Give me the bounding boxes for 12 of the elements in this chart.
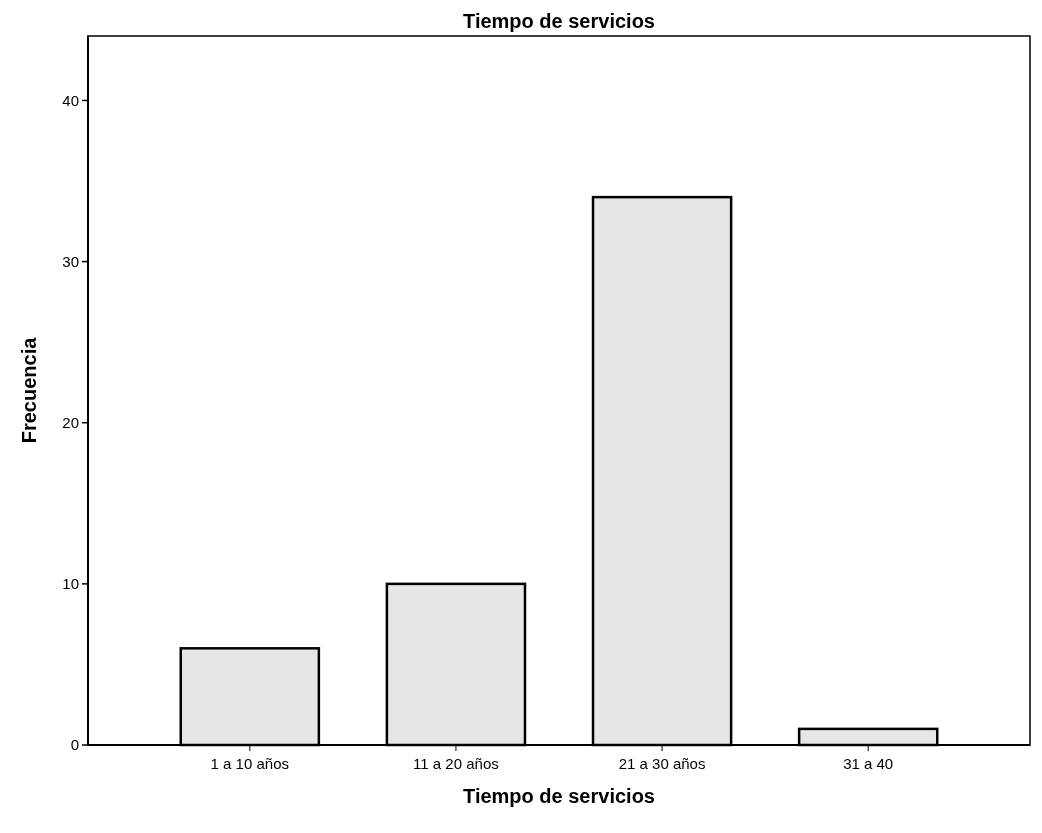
x-tick-label: 11 a 20 años bbox=[413, 755, 499, 772]
x-tick-label: 21 a 30 años bbox=[618, 755, 706, 772]
y-tick-label: 20 bbox=[62, 413, 79, 431]
chart-title: Tiempo de servicios bbox=[463, 10, 655, 32]
x-tick-label: 31 a 40 bbox=[843, 755, 894, 772]
x-axis-title: Tiempo de servicios bbox=[463, 785, 655, 807]
y-tick-label: 10 bbox=[62, 575, 79, 593]
y-tick-label: 30 bbox=[62, 252, 79, 270]
y-tick-label: 40 bbox=[62, 91, 79, 109]
y-axis-title: Frecuencia bbox=[18, 336, 40, 444]
x-tick-label: 1 a 10 años bbox=[210, 755, 290, 772]
y-tick-label: 0 bbox=[70, 736, 79, 754]
